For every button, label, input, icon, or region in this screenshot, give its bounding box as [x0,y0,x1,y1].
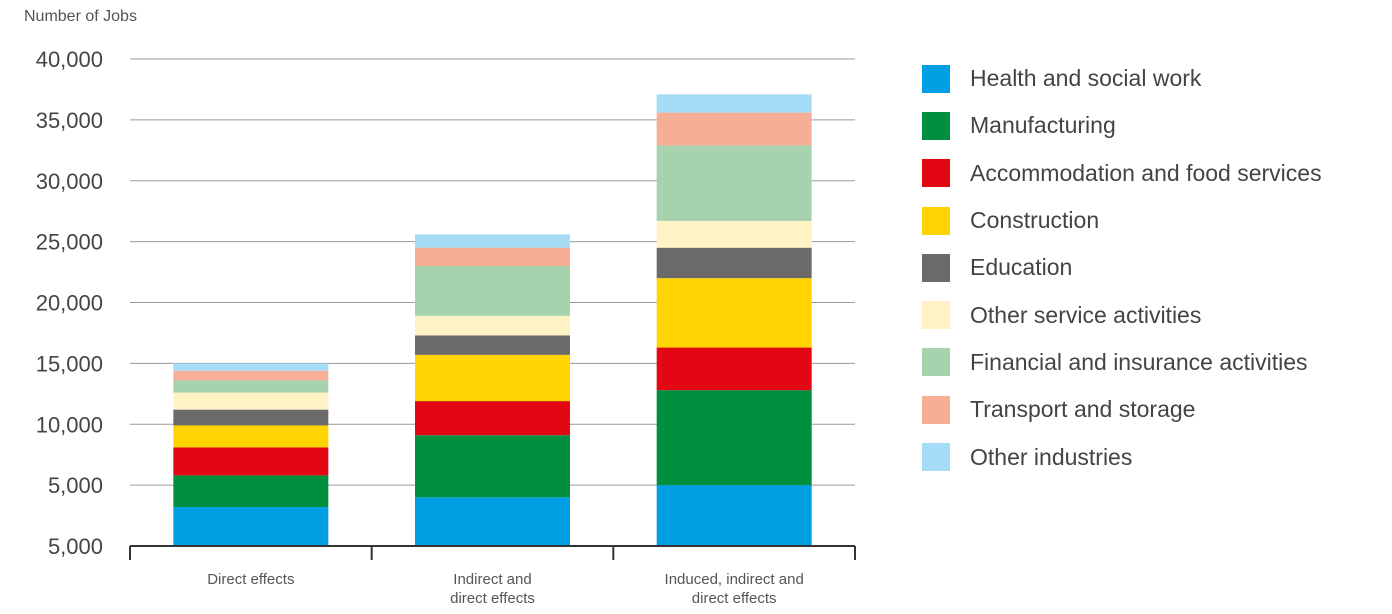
legend-item: Other industries [922,433,1322,480]
legend-label: Manufacturing [970,112,1116,139]
legend-swatch [922,64,950,93]
bar-segment-3 [415,401,570,436]
legend-item: Other service activities [922,291,1322,338]
legend-swatch [922,443,950,472]
bar-segment-6 [415,315,570,336]
y-tick-label: 25,000 [36,230,103,255]
x-tick-label: Induced, indirect and direct effects [665,571,804,607]
y-axis-title: Number of Jobs [24,8,137,25]
bar-segment-7 [656,145,812,221]
legend-item: Health and social work [922,55,1322,102]
legend-swatch [922,301,950,330]
bar-segment-4 [173,425,329,448]
legend-label: Other industries [970,443,1133,470]
legend-item: Education [922,244,1322,291]
bars [173,94,812,546]
bar-segment-2 [173,475,329,508]
legend-swatch [922,159,950,188]
bar-segment-7 [415,265,570,316]
x-tick-label: Direct effects [207,571,294,588]
legend-label: Education [970,254,1073,281]
bar-segment-9 [656,94,812,113]
legend-label: Accommodation and food services [970,159,1322,186]
y-tick-label: 40,000 [36,47,103,72]
bar-segment-6 [656,220,812,248]
bar-segment-8 [415,247,570,266]
bar-segment-3 [173,447,329,476]
legend-label: Health and social work [970,65,1202,92]
legend-swatch [922,253,950,282]
legend-item: Accommodation and food services [922,150,1322,197]
bar-segment-2 [656,390,812,486]
bar-segment-1 [415,497,570,546]
bar-segment-5 [415,335,570,355]
legend-label: Transport and storage [970,396,1196,423]
x-tick-labels: Direct effects Indirect and direct effects… [207,571,804,607]
legend-swatch [922,206,950,235]
bar-segment-8 [656,112,812,146]
legend-item: Manufacturing [922,102,1322,149]
bar-segment-7 [173,380,329,393]
y-tick-label: 15,000 [36,351,103,376]
legend-item: Construction [922,197,1322,244]
y-tick-label: 5,000 [48,534,103,559]
stacked-bar-chart: 5,000 5,000 10,000 15,000 20,000 25,000 30,000… [36,47,856,607]
legend-item: Financial and insurance activities [922,339,1322,386]
bar-segment-9 [173,363,329,371]
y-tick-label: 35,000 [36,108,103,133]
legend-swatch [922,111,950,140]
y-tick-labels: 5,000 5,000 10,000 15,000 20,000 25,000 30,000… [36,47,103,559]
legend-label: Financial and insurance activities [970,348,1308,375]
x-tick-label: Indirect and direct effects [450,571,535,607]
bar-segment-6 [173,392,329,410]
bar-segment-3 [656,347,812,391]
bar-segment-2 [415,435,570,498]
bar-segment-4 [656,278,812,348]
y-tick-label: 20,000 [36,291,103,316]
legend-item: Transport and storage [922,386,1322,433]
y-tick-label: 5,000 [48,473,103,498]
legend-swatch [922,395,950,424]
bar-segment-1 [656,485,812,546]
legend-label: Construction [970,207,1100,234]
bar-segment-8 [173,370,329,381]
bar-segment-9 [415,234,570,248]
legend-label: Other service activities [970,301,1202,328]
bar-segment-5 [656,247,812,279]
bar-segment-5 [173,409,329,426]
bar-segment-1 [173,507,329,546]
y-tick-label: 30,000 [36,169,103,194]
legend-swatch [922,348,950,377]
x-axis [129,545,856,560]
legend: Health and social work Manufacturing Accom… [922,55,1322,481]
y-tick-label: 10,000 [36,412,103,437]
bar-segment-4 [415,354,570,402]
